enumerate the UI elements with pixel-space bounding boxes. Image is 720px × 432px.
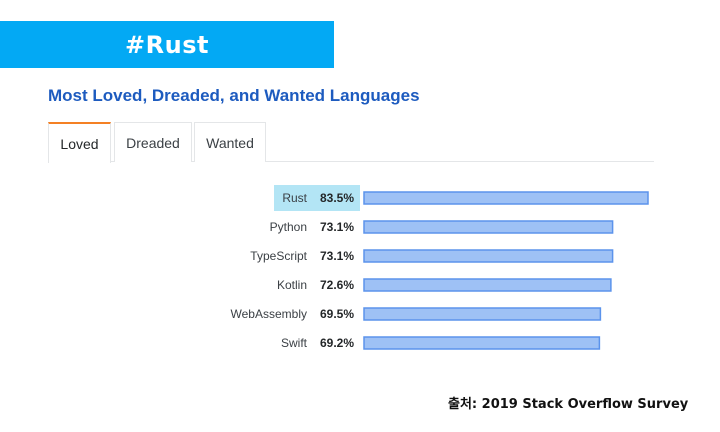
category-label-typescript: TypeScript [250, 249, 307, 263]
category-label-webassembly: WebAssembly [231, 307, 307, 321]
title-banner: #Rust [0, 21, 334, 68]
tab-loved[interactable]: Loved [48, 122, 111, 163]
category-label-rust: Rust [282, 191, 307, 205]
category-label-kotlin: Kotlin [277, 278, 307, 292]
bar-typescript [363, 249, 614, 263]
category-label-swift: Swift [281, 336, 308, 350]
value-label-swift: 69.2% [320, 336, 354, 350]
tab-bar: Loved Dreaded Wanted [48, 122, 654, 163]
value-label-typescript: 73.1% [320, 249, 354, 263]
bar-python [363, 220, 614, 234]
tab-wanted[interactable]: Wanted [194, 122, 266, 162]
category-label-python: Python [270, 220, 307, 234]
bar-rust [363, 191, 649, 205]
banner-title: #Rust [125, 30, 209, 59]
tab-dreaded[interactable]: Dreaded [114, 122, 192, 162]
source-note: 출처: 2019 Stack Overflow Survey [448, 397, 689, 412]
value-label-kotlin: 72.6% [320, 278, 354, 292]
bar-webassembly [363, 307, 602, 321]
value-label-rust: 83.5% [320, 191, 354, 205]
bar-kotlin [363, 278, 612, 292]
section-title: Most Loved, Dreaded, and Wanted Language… [48, 86, 420, 105]
highlight-rust [274, 185, 360, 211]
value-label-webassembly: 69.5% [320, 307, 354, 321]
bar-swift [363, 336, 601, 350]
value-label-python: 73.1% [320, 220, 354, 234]
